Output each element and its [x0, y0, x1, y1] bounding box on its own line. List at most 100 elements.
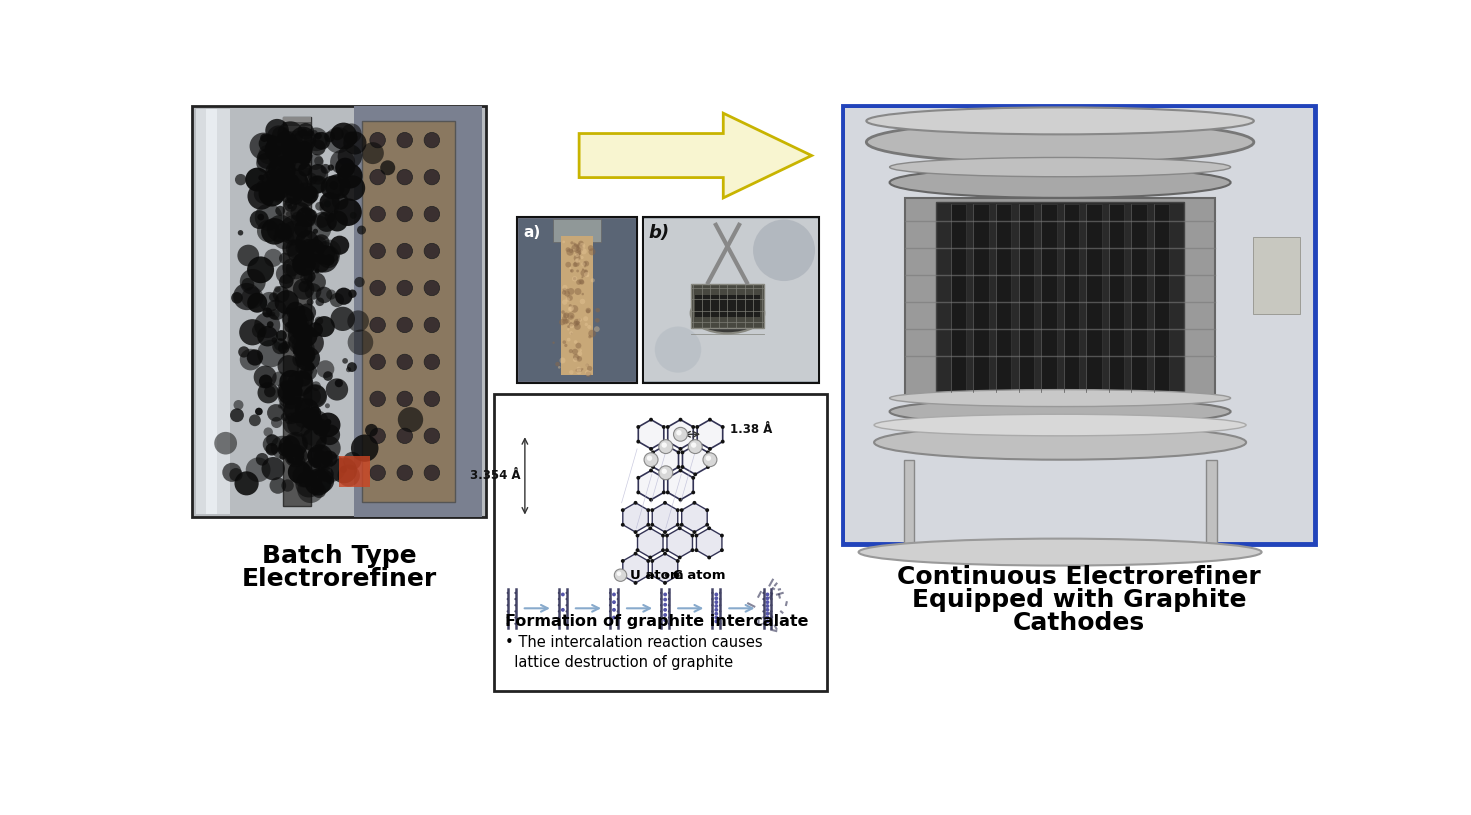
Ellipse shape — [859, 539, 1262, 566]
Circle shape — [296, 251, 319, 275]
Circle shape — [350, 212, 357, 219]
Circle shape — [259, 134, 277, 152]
Circle shape — [330, 236, 349, 255]
Circle shape — [259, 180, 285, 206]
Circle shape — [318, 466, 334, 482]
Circle shape — [346, 367, 352, 372]
Circle shape — [263, 427, 274, 437]
Circle shape — [712, 604, 713, 606]
Bar — [996, 204, 1012, 392]
Circle shape — [297, 123, 313, 139]
Circle shape — [343, 452, 362, 470]
Circle shape — [300, 419, 328, 446]
Circle shape — [304, 469, 331, 496]
Bar — [1153, 204, 1169, 392]
Circle shape — [277, 131, 297, 153]
Circle shape — [646, 574, 650, 578]
Circle shape — [303, 460, 321, 478]
Text: Formation of graphite intercalate: Formation of graphite intercalate — [505, 614, 808, 629]
Ellipse shape — [890, 390, 1231, 407]
Circle shape — [288, 317, 307, 336]
Circle shape — [646, 559, 650, 563]
Text: Equipped with Graphite: Equipped with Graphite — [912, 588, 1246, 612]
Bar — [1018, 204, 1034, 392]
Circle shape — [565, 247, 571, 252]
Circle shape — [616, 592, 619, 594]
Circle shape — [634, 581, 637, 585]
Circle shape — [578, 318, 581, 320]
Circle shape — [681, 451, 684, 454]
Circle shape — [596, 308, 600, 312]
Circle shape — [719, 548, 724, 552]
Circle shape — [279, 274, 294, 289]
Circle shape — [325, 212, 335, 222]
Circle shape — [565, 262, 571, 267]
Circle shape — [397, 391, 412, 407]
Ellipse shape — [874, 414, 1246, 436]
Circle shape — [287, 143, 304, 161]
Circle shape — [562, 319, 568, 324]
Circle shape — [678, 526, 681, 530]
Circle shape — [721, 425, 725, 429]
Circle shape — [277, 380, 297, 400]
Circle shape — [571, 244, 580, 252]
Circle shape — [712, 610, 713, 613]
Circle shape — [644, 453, 658, 467]
Circle shape — [662, 469, 666, 474]
Circle shape — [241, 278, 254, 290]
Circle shape — [580, 349, 583, 352]
Circle shape — [515, 610, 516, 613]
Circle shape — [315, 429, 319, 434]
Circle shape — [584, 272, 590, 277]
Circle shape — [288, 311, 307, 329]
Circle shape — [771, 610, 772, 613]
Circle shape — [588, 249, 596, 255]
Circle shape — [277, 264, 296, 284]
Circle shape — [585, 370, 591, 376]
Circle shape — [397, 133, 412, 148]
Bar — [903, 460, 915, 552]
Circle shape — [708, 526, 710, 530]
Circle shape — [569, 324, 574, 328]
Circle shape — [288, 321, 313, 346]
Circle shape — [287, 327, 312, 350]
Circle shape — [293, 279, 315, 300]
Circle shape — [581, 262, 585, 267]
Circle shape — [616, 610, 619, 613]
Text: • The intercalation reaction causes: • The intercalation reaction causes — [505, 636, 762, 650]
Circle shape — [621, 509, 625, 512]
Circle shape — [256, 181, 266, 191]
Circle shape — [572, 349, 578, 355]
Ellipse shape — [691, 293, 765, 333]
Circle shape — [424, 133, 440, 148]
Circle shape — [578, 240, 584, 246]
Circle shape — [281, 413, 288, 421]
Circle shape — [655, 327, 702, 372]
Circle shape — [558, 610, 560, 613]
Circle shape — [271, 312, 275, 316]
Circle shape — [278, 383, 304, 409]
Circle shape — [665, 573, 669, 578]
Polygon shape — [666, 528, 693, 557]
Circle shape — [296, 335, 309, 348]
Circle shape — [332, 193, 349, 210]
Circle shape — [265, 443, 278, 456]
Circle shape — [250, 133, 277, 160]
Circle shape — [771, 623, 772, 625]
Circle shape — [762, 616, 765, 619]
Circle shape — [299, 246, 310, 259]
Circle shape — [771, 598, 772, 600]
Circle shape — [663, 530, 666, 534]
Circle shape — [694, 548, 699, 552]
Circle shape — [307, 154, 324, 170]
Circle shape — [282, 146, 294, 158]
Circle shape — [334, 198, 362, 226]
Circle shape — [569, 249, 574, 253]
Circle shape — [646, 509, 650, 512]
Circle shape — [572, 262, 578, 267]
Circle shape — [562, 316, 566, 321]
Circle shape — [299, 474, 310, 487]
Circle shape — [288, 312, 303, 327]
Circle shape — [506, 598, 509, 600]
Circle shape — [257, 220, 279, 242]
